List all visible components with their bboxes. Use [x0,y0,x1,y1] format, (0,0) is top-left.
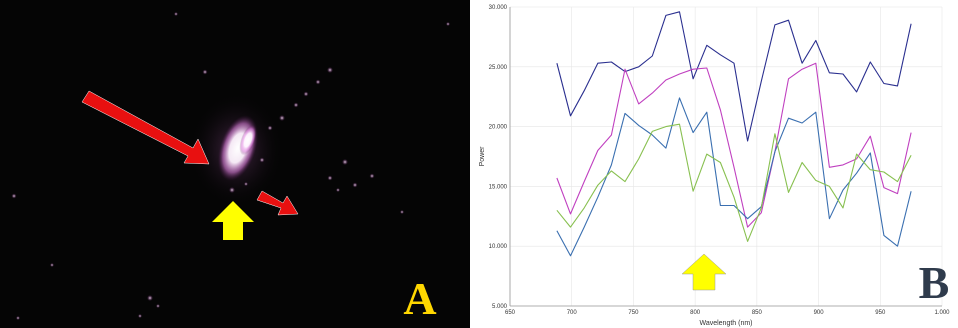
yellow-up-arrow-chart [681,253,727,291]
series-line-4 [556,123,912,242]
panel-letter-a: A [403,273,436,324]
y-tick-label: 5.000 [492,304,508,310]
x-tick-label: 750 [628,310,639,316]
series-line-3 [556,97,912,257]
x-tick-label: 900 [814,310,825,316]
x-tick-label: 950 [875,310,886,316]
background-specks [11,12,450,320]
x-axis-title: Wavelength (nm) [699,320,752,327]
x-tick-label: 650 [505,310,516,316]
x-tick-label: 1.000 [934,310,950,316]
y-tick-label: 10.000 [489,244,508,250]
y-axis-title: Power [479,146,486,167]
chart-ticks: 5.000 10.000 15.000 20.000 25.000 30.000 650 70… [489,5,951,316]
chart-axes [509,7,942,307]
x-tick-label: 800 [690,310,701,316]
red-arrow-small [256,190,299,216]
panel-a-microscopy-image: A [0,0,470,328]
y-tick-label: 30.000 [489,5,508,11]
panel-b-spectra-chart: 5.000 10.000 15.000 20.000 25.000 30.000 650 70… [472,0,958,328]
chart-series [556,11,912,257]
y-tick-label: 20.000 [489,125,508,131]
panel-letter-b: B [919,257,950,308]
spectra-line-chart: 5.000 10.000 15.000 20.000 25.000 30.000 650 70… [472,0,958,328]
series-line-2 [556,62,912,228]
y-tick-label: 15.000 [489,184,508,190]
series-line-1 [556,11,912,142]
x-tick-label: 850 [752,310,763,316]
yellow-up-arrow [212,201,254,240]
red-arrow-large [81,90,210,165]
x-tick-label: 700 [567,310,578,316]
y-tick-label: 25.000 [489,65,508,71]
microscopy-svg: A [0,0,470,328]
